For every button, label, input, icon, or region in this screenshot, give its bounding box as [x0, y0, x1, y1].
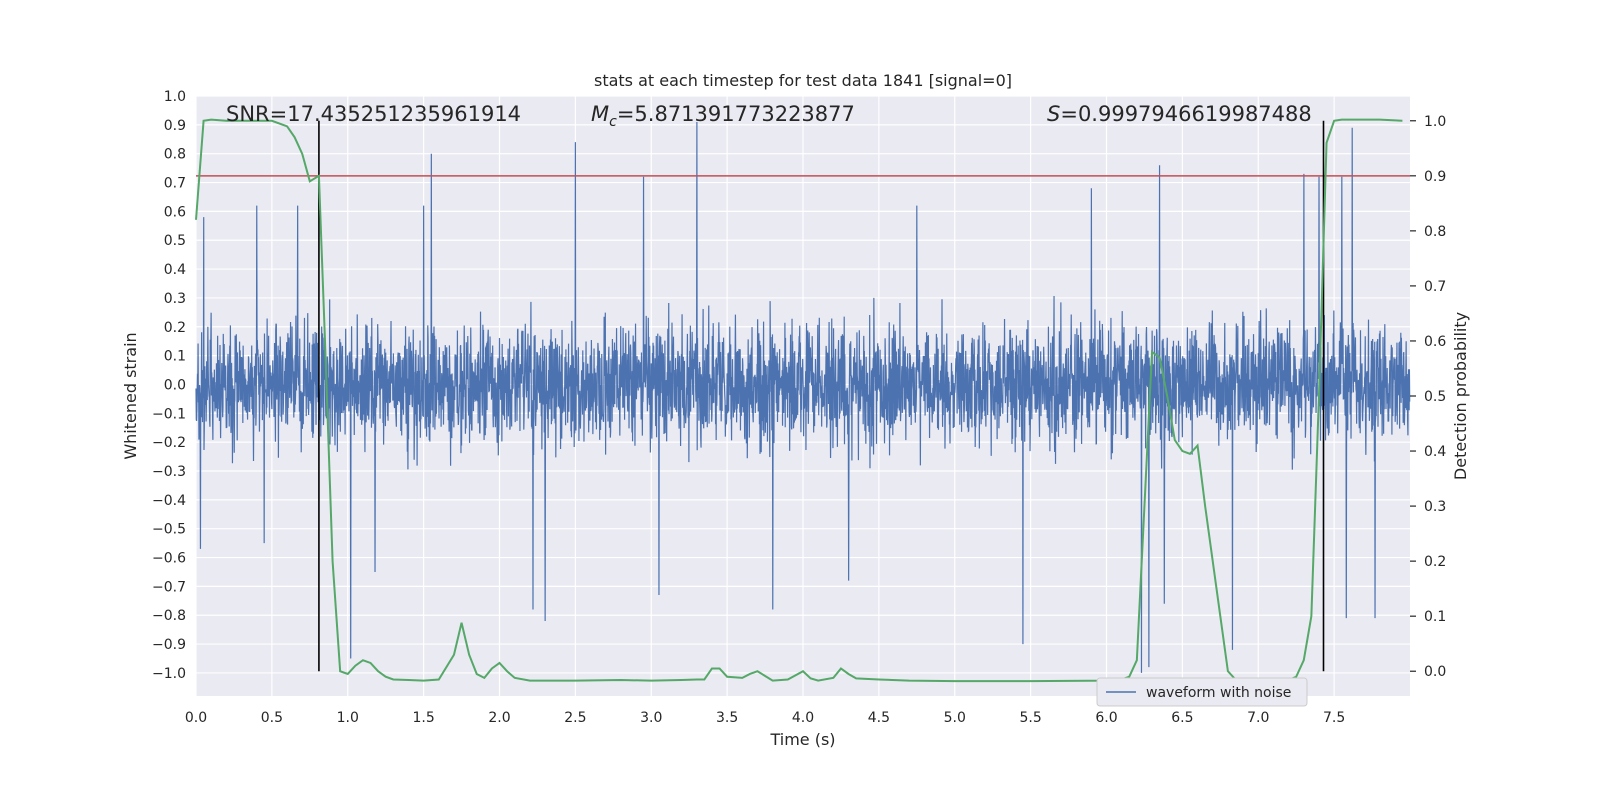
x-tick-label: 1.5	[412, 710, 434, 726]
chirp-mass-annotation: Mc=5.871391773223877	[591, 102, 855, 130]
x-tick-label: 7.0	[1247, 710, 1269, 726]
x-tick-label: 5.0	[944, 710, 966, 726]
y-tick-label: −0.7	[152, 579, 186, 595]
x-ticks: 0.0 0.5 1.0 1.5 2.0 2.5 3.0 3.5 4.0 4.5 5.0 5.5 6.0 6…	[185, 710, 1345, 726]
y-tick-label: −0.8	[152, 608, 186, 624]
x-axis-label: Time (s)	[769, 730, 835, 749]
y-tick-label: 0.1	[164, 349, 186, 365]
y-tick-label: −1.0	[152, 666, 186, 682]
y-tick-label: 1.0	[164, 89, 186, 105]
x-tick-label: 4.5	[868, 710, 890, 726]
y-tick-label: −0.3	[152, 464, 186, 480]
y-tick-label: 0.6	[164, 204, 186, 220]
x-tick-label: 7.5	[1323, 710, 1345, 726]
y2-tick-label: 0.5	[1424, 389, 1446, 405]
waveform-line	[195, 121, 1411, 673]
y-tick-label: −0.5	[152, 522, 186, 538]
x-tick-label: 3.5	[716, 710, 738, 726]
y2-axis-label: Detection probability	[1451, 312, 1470, 480]
grid	[195, 95, 1410, 696]
score-symbol: S	[1047, 102, 1060, 126]
y-tick-label: 0.3	[164, 291, 186, 307]
x-tick-label: 2.0	[488, 710, 510, 726]
x-tick-label: 4.0	[792, 710, 814, 726]
y-tick-label: −0.2	[152, 435, 186, 451]
y-tick-label: 0.8	[164, 147, 186, 163]
score-annotation: S=0.9997946619987488	[1047, 102, 1312, 126]
x-tick-label: 5.5	[1019, 710, 1041, 726]
x-tick-label: 6.5	[1171, 710, 1193, 726]
x-tick-label: 0.0	[185, 710, 207, 726]
legend: waveform with noise	[1096, 677, 1308, 707]
y2-tick-label: 1.0	[1424, 114, 1446, 130]
y-tick-label: −0.4	[152, 493, 186, 509]
x-tick-label: 3.0	[640, 710, 662, 726]
snr-annotation: SNR=17.435251235961914	[226, 102, 521, 126]
chirp-mass-symbol: M	[591, 102, 609, 126]
y-tick-label: −0.1	[152, 406, 186, 422]
y2-tick-label: 0.9	[1424, 169, 1446, 185]
y2-tick-label: 0.2	[1424, 554, 1446, 570]
y2-ticks: 1.0 0.9 0.8 0.7 0.6 0.5 0.4 0.3 0.2 0.1 0.0	[1410, 114, 1446, 680]
y-ticks: 1.0 0.9 0.8 0.7 0.6 0.5 0.4 0.3 0.2 0.1 0.0 −0.1 −0.…	[152, 89, 186, 682]
y-tick-label: 0.4	[164, 262, 186, 278]
x-tick-label: 2.5	[564, 710, 586, 726]
y2-tick-label: 0.3	[1424, 499, 1446, 515]
chirp-mass-subscript: c	[609, 114, 617, 130]
waveform-series	[195, 121, 1411, 673]
y-tick-label: −0.9	[152, 637, 186, 653]
legend-label: waveform with noise	[1146, 685, 1291, 701]
chart-title: stats at each timestep for test data 184…	[594, 71, 1012, 90]
y2-tick-label: 0.1	[1424, 609, 1446, 625]
y2-tick-label: 0.4	[1424, 444, 1446, 460]
x-tick-label: 1.0	[337, 710, 359, 726]
legend-box	[1096, 677, 1308, 707]
y-tick-label: 0.7	[164, 176, 186, 192]
y2-tick-label: 0.6	[1424, 334, 1446, 350]
y2-tick-label: 0.8	[1424, 224, 1446, 240]
y-tick-label: 0.9	[164, 118, 186, 134]
y-axis-label: Whitened strain	[121, 332, 140, 459]
y-tick-label: −0.6	[152, 551, 186, 567]
x-tick-label: 0.5	[261, 710, 283, 726]
y2-tick-label: 0.7	[1424, 279, 1446, 295]
score-value: =0.9997946619987488	[1060, 102, 1311, 126]
y2-tick-label: 0.0	[1424, 664, 1446, 680]
y-tick-label: 0.5	[164, 233, 186, 249]
y-tick-label: 0.2	[164, 320, 186, 336]
chirp-mass-value: =5.871391773223877	[617, 102, 855, 126]
y-tick-label: 0.0	[164, 377, 186, 393]
x-tick-label: 6.0	[1095, 710, 1117, 726]
